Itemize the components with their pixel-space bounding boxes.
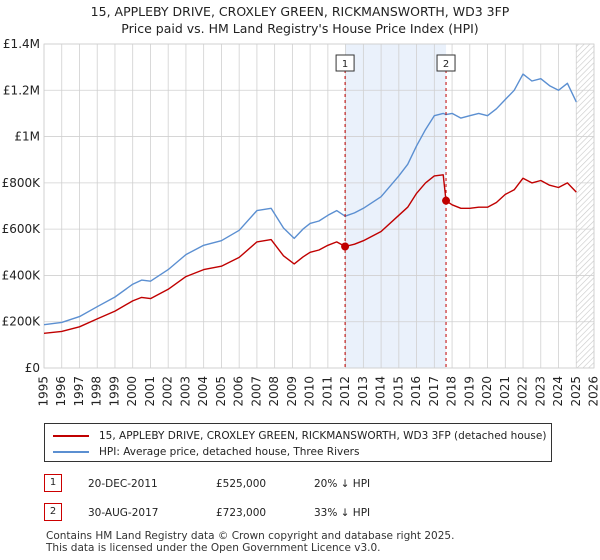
y-tick-label: £1M <box>14 130 40 144</box>
footer: Contains HM Land Registry data © Crown c… <box>46 530 454 554</box>
x-tick-label: 2008 <box>267 376 281 407</box>
y-tick-label: £1.2M <box>3 83 40 97</box>
footer-line-1: Contains HM Land Registry data © Crown c… <box>46 530 455 542</box>
y-tick-label: £800K <box>2 176 42 190</box>
legend-item-hpi: HPI: Average price, detached house, Thre… <box>53 444 359 460</box>
y-tick-label: £600K <box>2 222 42 236</box>
x-tick-label: 2014 <box>374 376 388 407</box>
x-tick-label: 2016 <box>409 376 423 407</box>
y-tick-label: £200K <box>2 315 42 329</box>
legend-price-label: 15, APPLEBY DRIVE, CROXLEY GREEN, RICKMA… <box>99 430 547 442</box>
x-tick-label: 2022 <box>516 376 530 407</box>
title-line-1: 15, APPLEBY DRIVE, CROXLEY GREEN, RICKMA… <box>90 4 510 19</box>
legend-price-swatch <box>53 435 89 437</box>
x-tick-label: 2024 <box>551 376 565 407</box>
x-tick-label: 2023 <box>533 376 547 407</box>
x-tick-label: 2026 <box>587 376 600 407</box>
sale-marker-label: 2 <box>443 59 449 70</box>
footer-line-2: This data is licensed under the Open Gov… <box>46 542 381 554</box>
x-tick-label: 2011 <box>320 376 334 407</box>
sale-point <box>442 196 451 205</box>
x-tick-label: 2015 <box>391 376 405 407</box>
transaction-date: 20-DEC-2011 <box>88 478 158 490</box>
x-tick-label: 2018 <box>445 376 459 407</box>
x-tick-label: 2021 <box>498 376 512 407</box>
x-tick-label: 1996 <box>54 376 68 407</box>
x-tick-label: 2012 <box>338 376 352 407</box>
title-line-2: Price paid vs. HM Land Registry's House … <box>121 21 479 36</box>
legend: 15, APPLEBY DRIVE, CROXLEY GREEN, RICKMA… <box>44 423 552 462</box>
sale-marker-box <box>335 54 355 72</box>
x-tick-label: 2020 <box>480 376 494 407</box>
transaction-date: 30-AUG-2017 <box>88 507 159 519</box>
hpi-series-line <box>44 73 577 326</box>
x-tick-label: 2009 <box>285 376 299 407</box>
sale-marker-box <box>436 54 456 72</box>
x-tick-label: 2010 <box>303 376 317 407</box>
holding-period-shade <box>345 44 447 368</box>
transaction-hpi-diff: 20% ↓ HPI <box>314 478 371 490</box>
x-tick-label: 2013 <box>356 376 370 407</box>
x-tick-label: 2019 <box>462 376 476 407</box>
x-tick-label: 2006 <box>232 376 246 407</box>
y-tick-label: £400K <box>2 268 42 282</box>
legend-hpi-label: HPI: Average price, detached house, Thre… <box>99 446 360 458</box>
sale-marker-label: 1 <box>342 59 348 70</box>
transaction-price: £723,000 <box>216 507 267 519</box>
x-tick-label: 1995 <box>37 376 51 407</box>
x-tick-label: 1997 <box>72 376 86 407</box>
transaction-number: 2 <box>44 503 62 521</box>
legend-item-price: 15, APPLEBY DRIVE, CROXLEY GREEN, RICKMA… <box>53 428 546 444</box>
forecast-hatch <box>576 44 594 368</box>
transaction-price: £525,000 <box>216 478 267 490</box>
transaction-number: 1 <box>44 474 62 492</box>
sale-point <box>341 242 350 251</box>
x-tick-label: 2004 <box>196 376 210 407</box>
x-tick-label: 2025 <box>569 376 583 407</box>
price-series-line <box>44 174 577 334</box>
y-tick-label: £1.4M <box>3 37 40 51</box>
legend-hpi-swatch <box>53 451 89 453</box>
x-tick-label: 2001 <box>143 376 157 407</box>
x-tick-label: 2003 <box>178 376 192 407</box>
x-tick-label: 2000 <box>125 376 139 407</box>
y-tick-label: £0 <box>25 361 40 375</box>
x-tick-label: 2017 <box>427 376 441 407</box>
plot-frame <box>43 43 595 369</box>
chart-title: 15, APPLEBY DRIVE, CROXLEY GREEN, RICKMA… <box>0 3 600 37</box>
x-tick-label: 2002 <box>161 376 175 407</box>
x-tick-label: 2005 <box>214 376 228 407</box>
x-tick-label: 1999 <box>107 376 121 407</box>
x-tick-label: 1998 <box>90 376 104 407</box>
transaction-hpi-diff: 33% ↓ HPI <box>314 507 371 519</box>
x-tick-label: 2007 <box>249 376 263 407</box>
